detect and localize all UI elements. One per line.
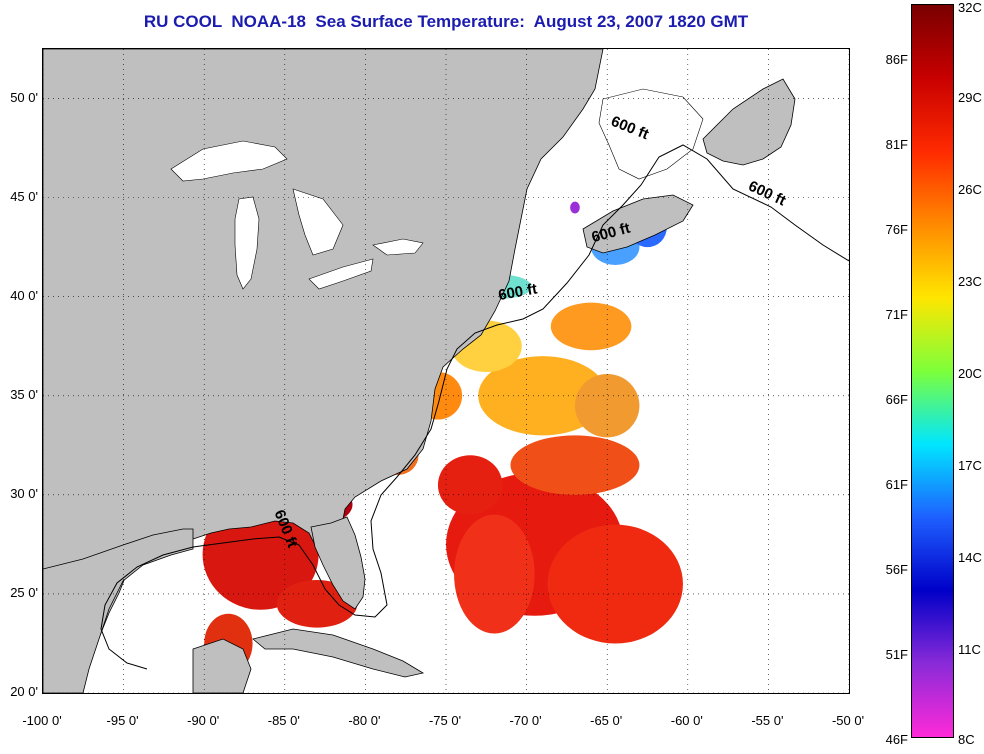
lake-huron <box>292 188 344 256</box>
lake-superior <box>170 140 288 182</box>
sst-patch <box>550 302 632 351</box>
latitude-tick-label: 50 0' <box>10 89 38 105</box>
longitude-tick-label: -75 0' <box>428 713 462 728</box>
sst-patch <box>454 514 535 634</box>
latitude-tick-label: 40 0' <box>10 287 38 303</box>
lake-michigan <box>234 196 260 290</box>
colorbar-fahrenheit-label: 51F <box>885 647 908 662</box>
cuba <box>252 628 425 678</box>
longitude-tick-label: -60 0' <box>670 713 703 728</box>
longitude-tick-label: -70 0' <box>509 713 542 728</box>
colorbar-celsius-label: 20C <box>958 366 982 381</box>
longitude-tick-label: -50 0' <box>831 713 865 728</box>
newfoundland <box>702 78 796 166</box>
latitude-tick-label: 25 0' <box>10 584 38 600</box>
colorbar-fahrenheit-label: 71F <box>885 307 908 322</box>
isobath-label: 600 ft <box>497 280 539 304</box>
temperature-colorbar <box>911 4 954 738</box>
colorbar-celsius-label: 23C <box>958 274 982 289</box>
sst-patch <box>478 356 608 436</box>
colorbar-celsius-label: 17C <box>958 458 982 473</box>
latitude-tick-label: 20 0' <box>10 684 38 699</box>
longitude-tick-label: -100 0' <box>22 713 62 728</box>
colorbar-fahrenheit-label: 86F <box>885 52 908 67</box>
colorbar-celsius-label: 29C <box>958 90 982 105</box>
longitude-tick-label: -55 0' <box>751 713 784 728</box>
lake-ontario <box>372 238 424 256</box>
longitude-tick-label: -95 0' <box>106 713 139 728</box>
nova-scotia <box>582 194 694 254</box>
sst-patch <box>547 524 683 644</box>
longitude-tick-label: -85 0' <box>267 713 300 728</box>
map-title: RU COOL NOAA-18 Sea Surface Temperature:… <box>143 12 749 31</box>
latitude-tick-label: 30 0' <box>10 485 38 501</box>
colorbar-fahrenheit-label: 81F <box>885 137 908 152</box>
colorbar-fahrenheit-label: 76F <box>885 222 908 237</box>
colorbar-celsius-label: 26C <box>958 182 982 197</box>
gulf-of-st-lawrence <box>598 88 704 180</box>
colorbar-celsius-label: 14C <box>958 550 982 565</box>
florida-peninsula <box>310 516 366 610</box>
colorbar-fahrenheit-label: 56F <box>885 562 908 577</box>
longitude-tick-label: -90 0' <box>187 713 220 728</box>
colorbar-celsius-label: 32C <box>958 0 982 15</box>
sst-patch <box>574 373 640 438</box>
sst-map: 600 ft 600 ft 600 ft 600 ft 600 ft <box>42 48 850 694</box>
colorbar-celsius-label: 8C <box>958 732 975 747</box>
lake-erie <box>308 258 374 290</box>
longitude-tick-label: -65 0' <box>590 713 623 728</box>
longitude-tick-label: -80 0' <box>348 713 381 728</box>
colorbar-fahrenheit-label: 46F <box>885 732 908 747</box>
colorbar-celsius-label: 11C <box>958 642 981 657</box>
latitude-tick-label: 45 0' <box>10 188 38 204</box>
sst-patch <box>510 435 640 495</box>
latitude-tick-label: 35 0' <box>10 386 38 402</box>
sst-patch <box>437 455 503 515</box>
colorbar-fahrenheit-label: 66F <box>885 392 908 407</box>
yucatan <box>192 638 252 693</box>
sst-patch <box>570 201 580 214</box>
gulf-coast-land <box>43 528 194 693</box>
land-layer <box>43 49 796 693</box>
isobath-600ft-line <box>100 144 849 670</box>
colorbar-fahrenheit-label: 61F <box>885 477 908 492</box>
